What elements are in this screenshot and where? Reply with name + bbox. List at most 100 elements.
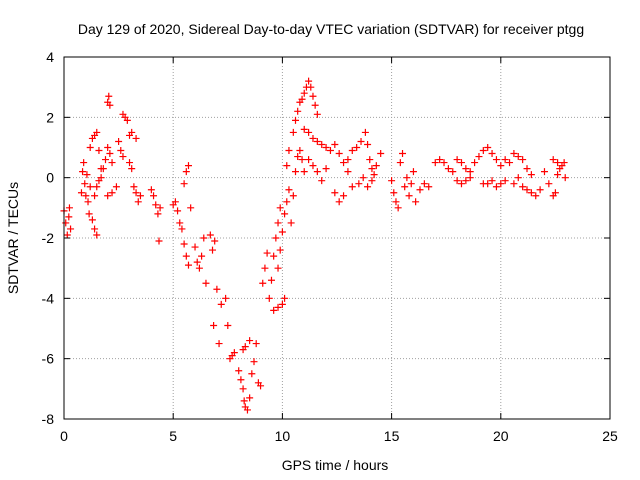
data-point xyxy=(405,192,413,200)
data-point xyxy=(554,171,562,179)
data-point xyxy=(108,159,116,167)
data-point xyxy=(65,213,73,221)
data-point xyxy=(549,156,557,164)
data-point xyxy=(104,144,112,151)
data-point xyxy=(136,192,144,200)
data-point xyxy=(359,174,367,182)
data-point xyxy=(394,204,402,212)
data-point xyxy=(403,174,411,182)
data-point xyxy=(65,204,73,212)
data-point xyxy=(81,180,89,188)
data-point xyxy=(540,168,548,176)
data-point xyxy=(523,165,531,173)
data-point xyxy=(292,168,300,176)
data-point xyxy=(93,183,101,191)
data-point xyxy=(278,300,286,308)
data-point xyxy=(300,125,308,133)
data-point xyxy=(292,116,300,124)
data-point xyxy=(344,168,352,176)
x-tick-label: 25 xyxy=(602,428,618,444)
data-point xyxy=(457,180,465,188)
data-point xyxy=(213,285,221,293)
data-point xyxy=(353,144,361,151)
data-point xyxy=(440,159,448,167)
data-point xyxy=(240,397,248,405)
data-point xyxy=(532,192,540,200)
data-point xyxy=(117,147,125,155)
data-point xyxy=(488,177,496,185)
data-point xyxy=(298,156,306,164)
data-point xyxy=(444,165,452,173)
data-point xyxy=(368,177,376,185)
data-point xyxy=(105,92,113,100)
data-point xyxy=(449,168,457,176)
data-point xyxy=(431,159,439,167)
data-point xyxy=(270,306,278,314)
data-point xyxy=(298,95,306,103)
data-point xyxy=(91,192,99,200)
data-point xyxy=(132,189,140,197)
data-point xyxy=(274,219,282,227)
data-point xyxy=(62,219,70,227)
data-point xyxy=(123,116,131,124)
data-point xyxy=(488,150,496,158)
data-point xyxy=(88,216,96,224)
data-point xyxy=(527,171,535,179)
data-point xyxy=(130,183,138,191)
data-point xyxy=(112,183,120,191)
data-point xyxy=(128,165,136,173)
data-point xyxy=(344,156,352,164)
data-point xyxy=(211,237,219,245)
data-point xyxy=(86,183,94,191)
data-point xyxy=(285,186,293,194)
data-point xyxy=(285,147,293,155)
data-point xyxy=(318,177,326,185)
data-point xyxy=(63,231,71,239)
data-point xyxy=(514,174,522,182)
data-point xyxy=(178,225,186,233)
data-point xyxy=(453,156,461,164)
data-point xyxy=(106,101,114,109)
data-point xyxy=(348,147,356,155)
data-point xyxy=(274,264,282,272)
data-point xyxy=(101,156,109,164)
x-tick-label: 10 xyxy=(275,428,291,444)
data-point xyxy=(471,159,479,167)
data-point xyxy=(377,150,385,158)
data-point xyxy=(250,358,258,366)
data-point xyxy=(104,192,112,200)
data-point xyxy=(187,204,195,212)
data-point xyxy=(388,177,396,185)
data-point xyxy=(222,294,230,302)
data-point xyxy=(235,367,243,375)
y-tick-label: 2 xyxy=(46,109,54,125)
data-point xyxy=(331,189,339,197)
data-point xyxy=(115,137,123,145)
data-point xyxy=(313,168,321,176)
data-point xyxy=(241,343,249,351)
data-point xyxy=(184,162,192,170)
x-tick-label: 15 xyxy=(384,428,400,444)
data-point xyxy=(91,225,99,233)
data-point xyxy=(462,177,470,185)
data-point xyxy=(466,174,474,182)
y-tick-label: -2 xyxy=(42,230,55,246)
data-point xyxy=(224,321,232,329)
data-point xyxy=(198,252,206,260)
data-point xyxy=(82,192,90,200)
data-point xyxy=(267,276,275,284)
data-point xyxy=(361,128,369,136)
data-point xyxy=(274,303,282,311)
data-point xyxy=(283,198,291,206)
data-point xyxy=(340,192,348,200)
data-point xyxy=(453,177,461,185)
data-point xyxy=(364,183,372,191)
data-point xyxy=(479,147,487,155)
data-point xyxy=(261,264,269,272)
data-point xyxy=(355,180,363,188)
data-point xyxy=(514,153,522,161)
data-point xyxy=(210,321,218,329)
data-point xyxy=(457,159,465,167)
data-point xyxy=(237,376,245,384)
